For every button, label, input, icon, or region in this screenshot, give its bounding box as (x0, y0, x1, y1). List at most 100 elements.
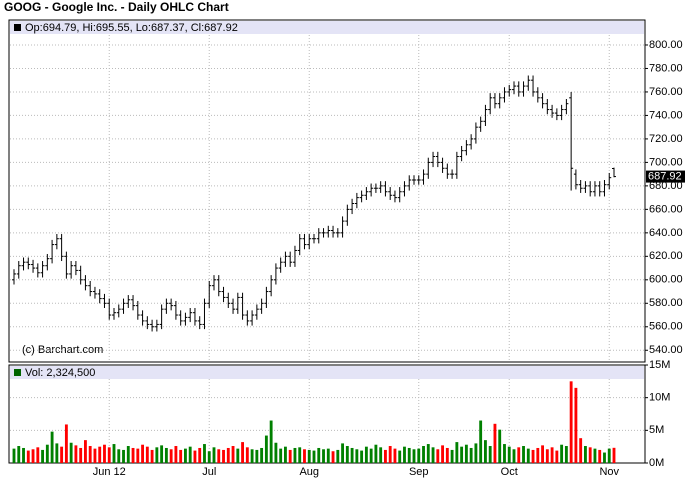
volume-bar (198, 447, 202, 463)
volume-bar (445, 447, 449, 463)
volume-bar (260, 447, 264, 463)
volume-bar (193, 450, 197, 463)
volume-bar (131, 447, 135, 463)
volume-bar (460, 446, 464, 463)
volume-bar (212, 447, 216, 463)
volume-bar (169, 449, 173, 463)
volume-bar (355, 449, 359, 463)
volume-bar (517, 447, 521, 463)
volume-bar (541, 445, 544, 463)
y-tick-label: 5M (649, 424, 664, 436)
volume-bar (603, 452, 606, 463)
plot-layer: 540.00 560.00 580.00 600.00 620.00 640.00 660.… (10, 35, 685, 478)
volume-bar (569, 381, 573, 463)
volume-bar (288, 449, 292, 463)
volume-bar (593, 448, 597, 463)
volume-bar (488, 446, 492, 463)
y-tick-label: 600.00 (649, 274, 683, 286)
volume-legend: Vol: 2,324,500 (25, 367, 95, 379)
volume-bar (41, 449, 44, 463)
y-tick-label: 580.00 (649, 297, 683, 309)
volume-bar (184, 448, 187, 463)
volume-bar (222, 449, 225, 463)
volume-bar (531, 449, 535, 463)
volume-bar (98, 446, 102, 463)
volume-bar (607, 448, 611, 463)
volume-bar (88, 446, 92, 463)
x-tick-label: Aug (299, 466, 319, 478)
volume-bar (136, 448, 140, 463)
volume-bar (436, 449, 440, 463)
volume-bar (560, 444, 564, 463)
volume-bar (422, 446, 425, 463)
volume-bar (503, 444, 506, 463)
volume-bar (431, 447, 435, 463)
volume-header (10, 366, 644, 379)
volume-bar (141, 444, 144, 463)
x-tick-label: Oct (501, 466, 518, 478)
volume-bar (12, 448, 16, 463)
volume-bar (145, 446, 149, 463)
volume-bar (64, 424, 68, 463)
volume-bar (326, 448, 330, 463)
volume-bar (55, 443, 59, 463)
volume-bar (474, 443, 478, 463)
price-panel (8, 19, 646, 363)
volume-bar (293, 447, 297, 463)
volume-bar (274, 442, 278, 463)
volume-bar (545, 449, 549, 463)
volume-bar (245, 447, 249, 463)
y-tick-label: 10M (649, 392, 670, 404)
volume-bar (103, 444, 106, 463)
volume-bar (407, 447, 411, 463)
volume-bar (255, 449, 259, 463)
volume-bar (398, 450, 402, 463)
volume-bar (312, 450, 316, 463)
volume-bar (512, 449, 516, 463)
volume-bar (207, 451, 211, 463)
volume-bar (441, 445, 444, 463)
volume-bar (264, 435, 268, 463)
volume-bar (369, 448, 373, 463)
volume-bar (536, 447, 540, 463)
volume-bar (50, 431, 54, 463)
volume-bar (522, 446, 525, 463)
volume-bar (217, 449, 221, 463)
price-legend: Op:694.79, Hi:695.55, Lo:687.37, Cl:687.… (25, 22, 238, 34)
x-tick-label: Nov (599, 466, 619, 478)
y-tick-label: 800.00 (649, 39, 683, 51)
volume-bar (107, 447, 111, 463)
volume-bar (226, 447, 230, 463)
volume-bar (550, 447, 554, 463)
volume-bar (507, 446, 511, 463)
volume-bar (250, 449, 254, 463)
volume-bar (374, 444, 378, 463)
volume-bar (231, 446, 235, 463)
volume-bar (26, 450, 30, 463)
volume-bar (160, 445, 164, 463)
volume-bar (269, 420, 273, 463)
y-tick-label: 760.00 (649, 86, 683, 98)
volume-bar (384, 449, 387, 463)
x-tick-label: Jul (202, 466, 216, 478)
volume-bar (450, 449, 454, 463)
volume-bar (179, 449, 183, 463)
volume-bar (150, 449, 154, 463)
volume-bar (203, 444, 206, 463)
volume-bar (588, 447, 592, 463)
volume-bar (426, 444, 430, 463)
volume-bar (93, 448, 97, 463)
volume-bar (174, 446, 178, 463)
volume-bar (241, 442, 244, 463)
volume-bar (464, 444, 468, 463)
volume-bar (393, 448, 397, 463)
volume-bar (317, 447, 321, 463)
volume-bar (360, 450, 364, 463)
volume-bar (79, 447, 83, 463)
y-tick-label: 560.00 (649, 321, 683, 333)
volume-bar (612, 447, 616, 463)
legend-icon (14, 24, 21, 31)
volume-bar (469, 447, 473, 463)
volume-bar (493, 423, 497, 463)
